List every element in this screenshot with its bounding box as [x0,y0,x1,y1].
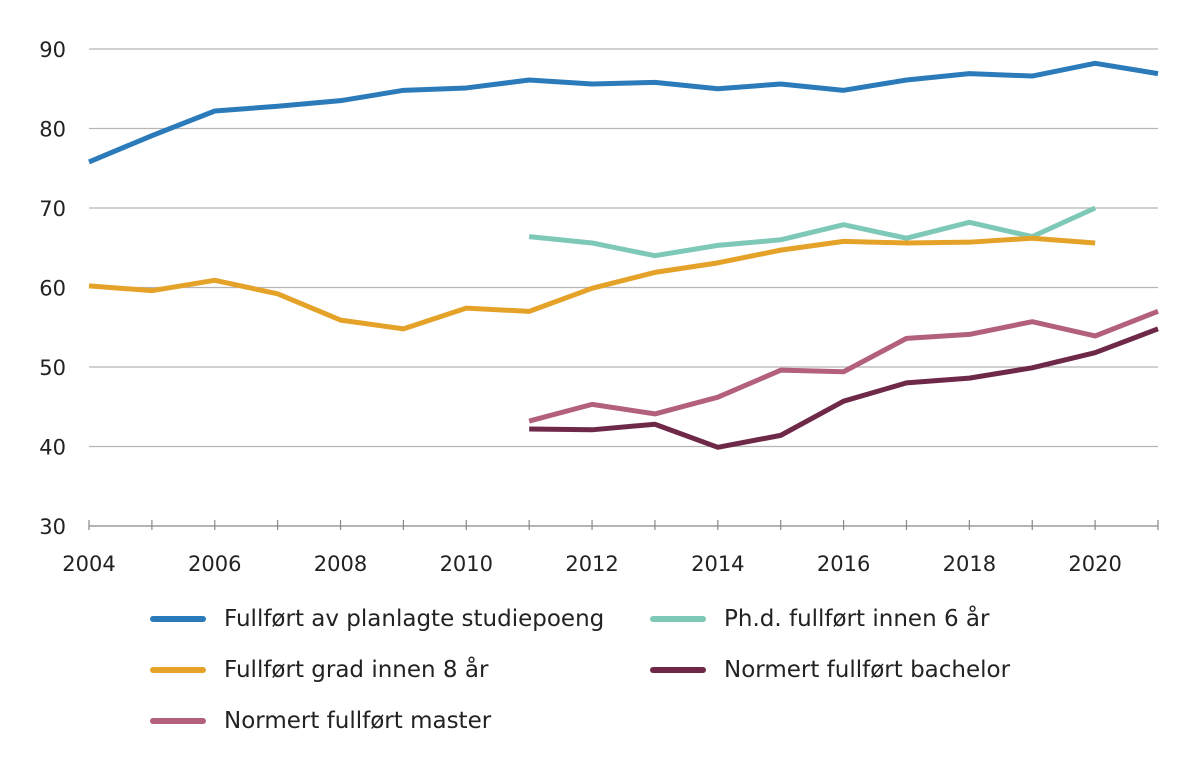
series-line [88,235,1096,332]
y-tick-label: 80 [39,118,66,142]
legend-item: Fullført av planlagte studiepoeng [150,606,604,632]
y-tick-label: 30 [39,515,66,539]
legend-swatch [650,667,706,673]
legend-label: Normert fullført master [224,708,492,734]
legend-label: Normert fullført bachelor [724,657,1011,683]
legend-swatch [650,616,706,622]
y-tick-label: 90 [39,38,66,62]
legend-swatch [150,616,206,622]
x-tick-label: 2012 [565,552,618,576]
y-tick-label: 60 [39,277,66,301]
legend-label: Fullført grad innen 8 år [224,657,489,683]
y-tick-label: 40 [39,436,66,460]
legend-item: Fullført grad innen 8 år [150,657,488,683]
x-tick-label: 2006 [188,552,241,576]
x-tick-label: 2018 [943,552,996,576]
line-chart: 30 40 50 60 70 80 90 2004 2006 2008 2010 2012 2014 20… [39,38,1159,576]
legend-item: Normert fullført master [150,708,491,734]
legend-label: Fullført av planlagte studiepoeng [224,606,605,632]
x-tick-label: 2014 [691,552,744,576]
x-tick-label: 2016 [817,552,870,576]
series-line [88,60,1159,165]
x-tick-label: 2004 [62,552,115,576]
legend-swatch [150,667,206,673]
legend-item: Ph.d. fullført innen 6 år [650,606,989,632]
x-tick-label: 2020 [1068,552,1121,576]
series-line [528,205,1097,259]
legend-item: Normert fullført bachelor [650,657,1010,683]
y-tick-label: 70 [39,197,66,221]
legend-label: Ph.d. fullført innen 6 år [724,606,990,632]
x-tick-label: 2010 [440,552,493,576]
series-line [528,309,1159,424]
y-tick-label: 50 [39,356,66,380]
legend-swatch [150,718,206,724]
series-line [529,326,1159,450]
x-tick-label: 2008 [314,552,367,576]
